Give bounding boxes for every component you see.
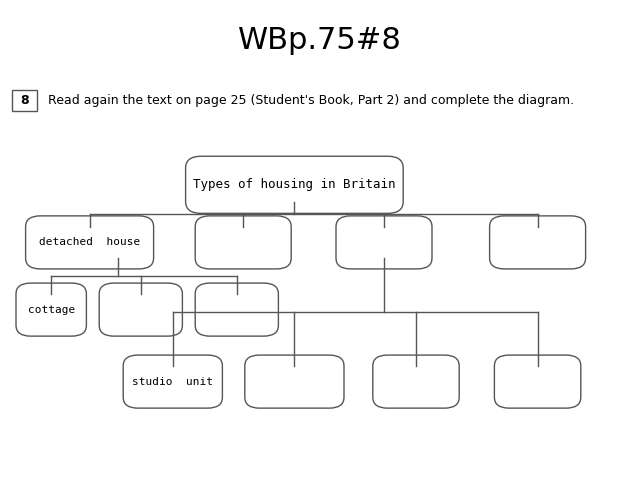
FancyBboxPatch shape [186,156,403,213]
FancyBboxPatch shape [99,283,182,336]
Text: 8: 8 [20,94,29,108]
FancyBboxPatch shape [195,283,278,336]
FancyBboxPatch shape [123,355,223,408]
Text: Types of housing in Britain: Types of housing in Britain [193,178,396,192]
FancyBboxPatch shape [490,216,586,269]
FancyBboxPatch shape [16,283,86,336]
FancyBboxPatch shape [12,90,37,111]
Text: WBp.75#8: WBp.75#8 [238,26,402,55]
Text: detached  house: detached house [39,238,140,247]
FancyBboxPatch shape [26,216,154,269]
Text: cottage: cottage [28,305,75,314]
FancyBboxPatch shape [372,355,460,408]
FancyBboxPatch shape [494,355,581,408]
FancyBboxPatch shape [195,216,291,269]
FancyBboxPatch shape [245,355,344,408]
Text: Read again the text on page 25 (Student's Book, Part 2) and complete the diagram: Read again the text on page 25 (Student'… [48,94,574,108]
FancyBboxPatch shape [336,216,432,269]
Text: studio  unit: studio unit [132,377,213,386]
